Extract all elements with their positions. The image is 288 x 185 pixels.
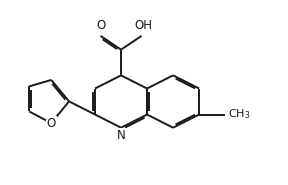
Text: N: N <box>117 129 125 142</box>
Text: O: O <box>96 19 105 32</box>
Text: O: O <box>47 117 56 130</box>
Text: OH: OH <box>134 19 152 32</box>
Text: CH$_3$: CH$_3$ <box>228 108 250 121</box>
